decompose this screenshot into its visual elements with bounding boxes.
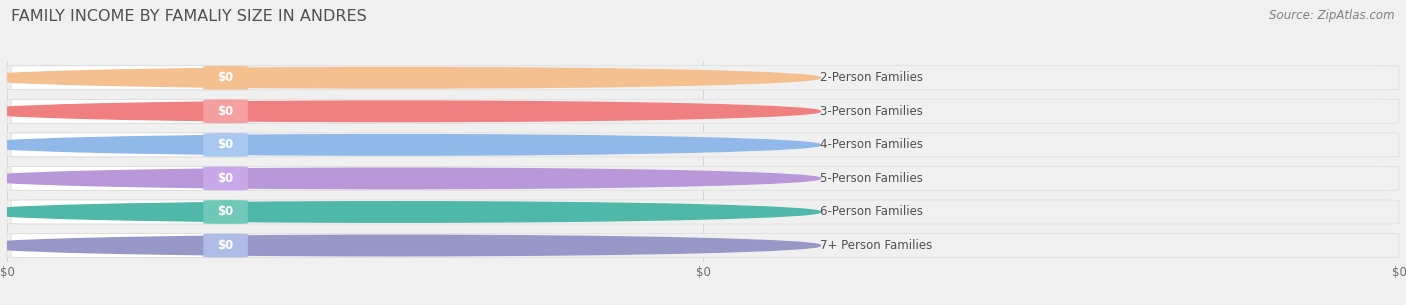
Text: 2-Person Families: 2-Person Families [821, 71, 924, 84]
FancyBboxPatch shape [204, 234, 247, 257]
FancyBboxPatch shape [204, 99, 247, 123]
Text: Source: ZipAtlas.com: Source: ZipAtlas.com [1270, 9, 1395, 22]
Circle shape [0, 101, 821, 122]
FancyBboxPatch shape [204, 200, 247, 224]
FancyBboxPatch shape [7, 133, 1399, 157]
FancyBboxPatch shape [11, 234, 250, 257]
FancyBboxPatch shape [204, 133, 247, 157]
Circle shape [0, 168, 821, 189]
Circle shape [0, 202, 821, 222]
FancyBboxPatch shape [11, 66, 250, 90]
Circle shape [0, 235, 821, 256]
Text: 4-Person Families: 4-Person Families [821, 138, 924, 151]
Text: $0: $0 [218, 172, 233, 185]
FancyBboxPatch shape [11, 167, 250, 190]
Text: $0: $0 [218, 138, 233, 151]
Circle shape [0, 135, 821, 155]
Text: $0: $0 [218, 105, 233, 118]
FancyBboxPatch shape [7, 99, 1399, 124]
Text: $0: $0 [218, 71, 233, 84]
Circle shape [0, 67, 821, 88]
FancyBboxPatch shape [204, 167, 247, 190]
FancyBboxPatch shape [11, 133, 250, 157]
FancyBboxPatch shape [11, 99, 250, 123]
Text: FAMILY INCOME BY FAMALIY SIZE IN ANDRES: FAMILY INCOME BY FAMALIY SIZE IN ANDRES [11, 9, 367, 24]
FancyBboxPatch shape [7, 166, 1399, 191]
Text: 5-Person Families: 5-Person Families [821, 172, 924, 185]
Text: 7+ Person Families: 7+ Person Families [821, 239, 932, 252]
Text: $0: $0 [218, 206, 233, 218]
Text: $0: $0 [218, 239, 233, 252]
Text: 3-Person Families: 3-Person Families [821, 105, 924, 118]
FancyBboxPatch shape [7, 200, 1399, 224]
FancyBboxPatch shape [7, 66, 1399, 90]
FancyBboxPatch shape [204, 66, 247, 90]
Text: 6-Person Families: 6-Person Families [821, 206, 924, 218]
FancyBboxPatch shape [11, 200, 250, 224]
FancyBboxPatch shape [7, 233, 1399, 258]
